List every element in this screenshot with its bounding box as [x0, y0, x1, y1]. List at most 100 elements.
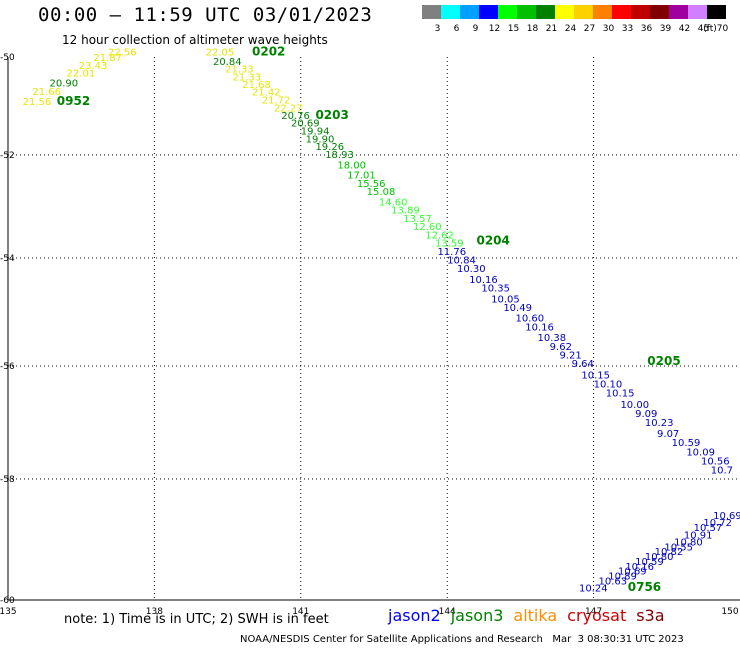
color-bin-label: 15: [508, 24, 519, 34]
wave-height-reading: 10.24: [579, 584, 608, 595]
color-bin-39: [650, 5, 669, 19]
wave-height-reading: 21.33: [232, 73, 261, 84]
color-bin-label: 21: [546, 24, 557, 34]
satellite-legend: jason2 jason3 altika cryosat s3a: [388, 606, 675, 625]
wave-height-reading: 21.66: [32, 87, 61, 98]
wave-height-reading: 19.26: [315, 142, 344, 153]
wave-height-reading: 20.76: [281, 111, 310, 122]
wave-height-reading: 10.57: [694, 523, 723, 534]
wave-height-reading: 22.05: [206, 48, 235, 59]
wave-height-reading: 21.56: [23, 97, 52, 108]
wave-height-reading: 12.60: [413, 222, 442, 233]
color-bin-6: [441, 5, 460, 19]
color-bin-3: [422, 5, 441, 19]
wave-height-reading: 10.84: [447, 255, 476, 266]
wave-height-reading: 10.63: [598, 576, 627, 587]
wave-height-reading: 10.49: [503, 303, 532, 314]
wave-height-reading: 18.00: [337, 160, 366, 171]
lon-tick-label: 147: [585, 607, 602, 617]
wave-height-reading: 10.55: [664, 542, 693, 553]
wave-height-reading: 9.09: [635, 409, 657, 420]
wave-height-reading: 10.38: [537, 333, 566, 344]
wave-height-reading: 15.56: [357, 179, 386, 190]
color-bin-70: [707, 5, 726, 19]
color-bin-label: 36: [641, 24, 653, 34]
page-title: 00:00 – 11:59 UTC 03/01/2023: [38, 4, 373, 26]
wave-height-reading: 10.15: [606, 389, 635, 400]
wave-height-reading: 13.59: [435, 239, 464, 250]
wave-height-reading: 13.89: [391, 206, 420, 217]
color-bin-label: 42: [679, 24, 690, 34]
legend-item-altika: altika: [513, 606, 558, 625]
color-bin-12: [479, 5, 498, 19]
wave-height-reading: 10.7: [711, 465, 733, 476]
color-bin-30: [593, 5, 612, 19]
lon-tick-label: 144: [439, 607, 456, 617]
wave-height-reading: 15.08: [367, 187, 396, 198]
color-bin-label: 27: [584, 24, 595, 34]
wave-height-reading: 10.30: [457, 264, 486, 275]
wave-height-reading: 9.64: [572, 359, 594, 370]
wave-height-reading: 10.05: [491, 294, 520, 305]
track-0202: 22.0520.8421.3321.3321.6821.4221.7222.27…: [206, 48, 733, 477]
color-bin-45: [688, 5, 707, 19]
wave-height-reading: 10.09: [686, 447, 715, 458]
color-bin-label: 45: [698, 24, 709, 34]
time-label: 0202: [252, 45, 285, 59]
wave-height-reading: 10.16: [525, 322, 554, 333]
wave-height-reading: 10.00: [620, 400, 649, 411]
color-bin-9: [460, 5, 479, 19]
units-note: note: 1) Time is in UTC; 2) SWH is in fe…: [64, 612, 329, 627]
color-scale-bar: 3 6 9 12 15 18 21 24 27 30 33 36 39 42 45 70(ft): [422, 5, 728, 34]
wave-height-reading: 10.16: [469, 275, 498, 286]
wave-height-reading: 10.80: [645, 552, 674, 563]
color-bin-18: [517, 5, 536, 19]
wave-height-reading: 10.80: [674, 538, 703, 549]
color-bin-label: 18: [527, 24, 539, 34]
wave-height-reading: 11.76: [437, 247, 466, 258]
lat-tick-label: -56: [0, 362, 15, 372]
lat-tick-label: -54: [0, 254, 15, 264]
lon-tick-label: 150: [721, 607, 738, 617]
color-bin-33: [612, 5, 631, 19]
wave-height-reading: 23.43: [79, 61, 108, 72]
wave-height-reading: 14.60: [379, 197, 408, 208]
wave-height-reading: 21.33: [225, 65, 254, 76]
lon-tick-label: 138: [146, 607, 163, 617]
time-label: 0204: [476, 234, 509, 248]
wave-height-reading: 10.89: [608, 571, 637, 582]
track-0756: 10.2410.6310.8910.6910.1610.5910.8010.82…: [579, 511, 740, 595]
wave-height-reading: 13.57: [403, 214, 432, 225]
color-bin-label: 24: [565, 24, 577, 34]
lon-tick-label: 135: [0, 607, 17, 617]
legend-item-s3a: s3a: [636, 606, 665, 625]
color-bin-15: [498, 5, 517, 19]
wave-height-reading: 10.23: [645, 418, 674, 429]
wave-height-reading: 19.90: [306, 134, 335, 145]
wave-height-reading: 22.56: [108, 48, 137, 59]
color-bin-label: 3: [435, 24, 441, 34]
wave-height-reading: 10.69: [618, 567, 647, 578]
color-bin-42: [669, 5, 688, 19]
color-bin-label: 30: [603, 24, 615, 34]
legend-item-jason2: jason2: [388, 606, 441, 625]
wave-height-reading: 21.42: [252, 88, 281, 99]
wave-height-reading: 20.84: [213, 57, 242, 68]
time-label: 0952: [57, 94, 90, 108]
wave-height-reading: 10.10: [594, 379, 623, 390]
wave-height-reading: 10.35: [481, 283, 510, 294]
wave-height-reading: 10.56: [701, 456, 730, 467]
wave-height-reading: 10.59: [635, 557, 664, 568]
color-unit-label: (ft): [703, 24, 717, 34]
wave-height-reading: 10.15: [581, 370, 610, 381]
wave-height-reading: 19.94: [301, 126, 330, 137]
wave-height-reading: 22.27: [274, 103, 303, 114]
wave-height-reading: 10.16: [625, 562, 654, 573]
color-bin-label: 39: [660, 24, 672, 34]
lat-tick-label: -52: [0, 151, 15, 161]
wave-height-reading: 21.68: [242, 80, 271, 91]
wave-height-reading: 9.07: [657, 429, 679, 440]
